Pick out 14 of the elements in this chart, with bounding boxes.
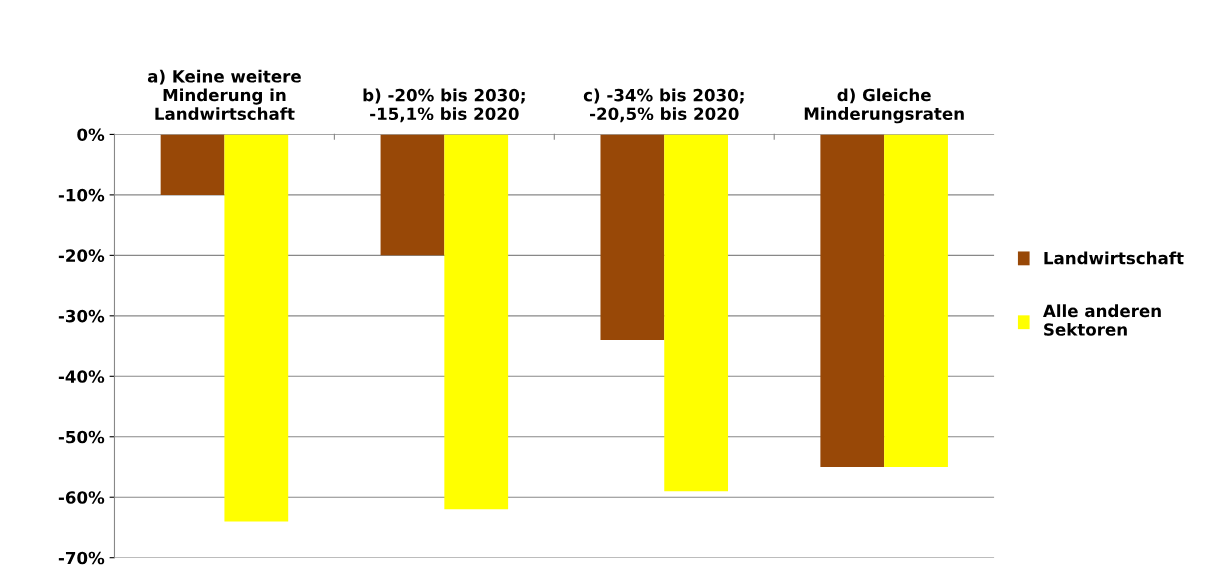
- x-tick-label: c) -34% bis 2030; -20,5% bis 2020: [583, 88, 744, 123]
- x-tick-label: d) Gleiche Minderungsraten: [804, 88, 964, 124]
- y-tick-label: -60%: [58, 491, 105, 504]
- x-tick-label: a) Keine weitere Minderung in Landwirtschaft: [147, 69, 301, 121]
- y-tick-label: -20%: [58, 249, 105, 262]
- y-tick-label: -10%: [58, 188, 105, 202]
- y-tick-label: -30%: [58, 309, 105, 323]
- legend-label: Landwirtschaft: [1044, 251, 1184, 265]
- y-tick-label: 0%: [77, 128, 105, 141]
- x-tick-label: b) -20% bis 2030; -15,1% bis 2020: [363, 88, 525, 123]
- y-tick-label: -70%: [58, 551, 105, 565]
- y-tick-label: -40%: [58, 370, 105, 383]
- legend-label: Alle anderen Sektoren: [1043, 304, 1161, 336]
- y-tick-label: -50%: [58, 430, 105, 444]
